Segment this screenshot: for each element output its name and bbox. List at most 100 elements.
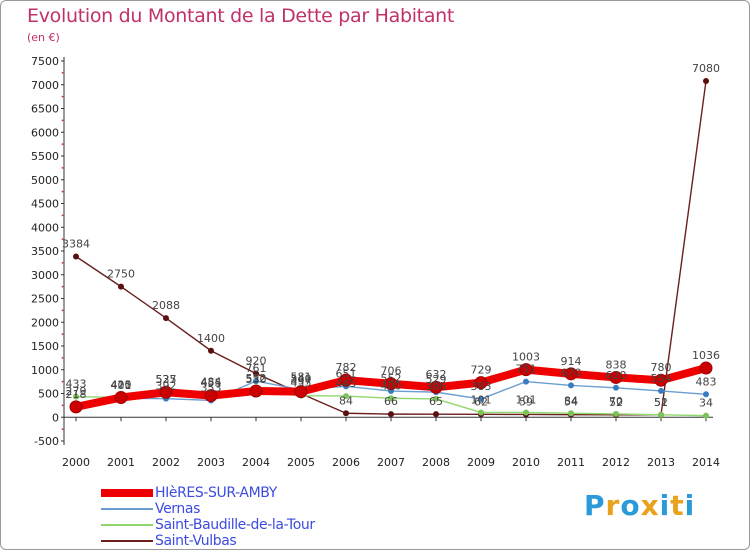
data-point	[388, 411, 394, 418]
data-label: 65	[429, 395, 443, 408]
legend-swatch-saint-baudille	[101, 524, 153, 526]
legend-swatch-saint-vulbas	[101, 540, 153, 542]
x-tick-label: 2000	[62, 456, 90, 469]
legend-swatch-vernas	[101, 508, 153, 510]
data-label: 497	[291, 375, 312, 388]
data-point	[478, 409, 484, 416]
data-point	[118, 283, 124, 290]
chart-unit-label: (en €)	[27, 31, 60, 44]
data-label: 530	[246, 373, 267, 386]
data-label: 101	[471, 393, 492, 406]
data-point	[474, 376, 488, 390]
data-label: 483	[696, 375, 717, 388]
data-label: 353	[201, 381, 222, 394]
data-label: 101	[516, 393, 537, 406]
y-minor-dot	[61, 190, 64, 193]
data-point	[613, 384, 619, 391]
data-point	[703, 77, 709, 84]
data-label: 70	[609, 395, 623, 408]
y-tick-label: 6500	[31, 103, 59, 116]
data-label: 59	[519, 395, 533, 408]
data-point	[703, 391, 709, 398]
data-point	[429, 380, 443, 394]
data-point	[519, 363, 533, 377]
data-point	[343, 393, 349, 400]
data-point	[384, 377, 398, 391]
x-tick-label: 2011	[557, 456, 585, 469]
data-label: 535	[156, 373, 177, 386]
data-label: 2088	[152, 299, 180, 312]
data-point	[433, 411, 439, 418]
data-label: 445	[336, 377, 357, 390]
y-minor-dot	[61, 238, 64, 241]
x-tick-label: 2014	[692, 456, 720, 469]
data-point	[294, 385, 308, 399]
data-point	[208, 347, 214, 354]
data-point	[478, 396, 484, 403]
data-label: 7080	[692, 62, 720, 75]
data-point	[159, 385, 173, 399]
y-tick-label: 500	[38, 388, 59, 401]
data-label: 1400	[197, 332, 225, 345]
data-label: 455	[201, 377, 222, 390]
legend-swatch-hieres	[101, 489, 153, 497]
data-label: 383	[471, 380, 492, 393]
logo-letter: P	[584, 489, 606, 522]
data-label: 620	[606, 369, 627, 382]
y-tick-label: 3500	[31, 245, 59, 258]
data-point	[568, 382, 574, 389]
y-minor-dot	[61, 166, 64, 169]
logo-letter: o	[620, 489, 641, 522]
legend-label-saint-vulbas: Saint-Vulbas	[155, 533, 237, 549]
logo-letter: r	[605, 489, 621, 522]
data-label: 761	[246, 362, 267, 375]
x-tick-label: 2001	[107, 456, 135, 469]
data-label: 920	[246, 355, 267, 368]
data-point	[73, 253, 79, 260]
data-label: 782	[336, 361, 357, 374]
y-minor-dot	[61, 261, 64, 264]
y-tick-label: 1500	[31, 340, 59, 353]
data-point	[204, 389, 218, 403]
logo-letter: i	[659, 489, 671, 522]
chart-axes: -500 0 500 1000 1500 2000 2500 3000 3500 4000 4500…	[31, 55, 720, 469]
data-label: 670	[561, 366, 582, 379]
y-minor-dot	[61, 404, 64, 407]
data-point	[339, 373, 353, 387]
y-tick-label: 5000	[31, 174, 59, 187]
data-point	[613, 410, 619, 417]
data-label: 632	[426, 368, 447, 381]
data-point	[703, 412, 709, 419]
data-point	[609, 370, 623, 384]
legend-label-hieres: HIèRES-SUR-AMBY	[155, 485, 277, 501]
data-label: 838	[606, 358, 627, 371]
x-tick-label: 2006	[332, 456, 360, 469]
proxiti-logo: Proxiti	[584, 489, 695, 522]
x-tick-label: 2012	[602, 456, 630, 469]
legend-label-vernas: Vernas	[155, 501, 200, 517]
data-label: 529	[426, 373, 447, 386]
x-tick-label: 2010	[512, 456, 540, 469]
y-tick-label: 5500	[31, 150, 59, 163]
data-label: 401	[111, 379, 132, 392]
x-tick-label: 2009	[467, 456, 495, 469]
y-minor-dot	[61, 356, 64, 359]
y-minor-dot	[61, 333, 64, 336]
data-point	[523, 409, 529, 416]
data-label: 34	[699, 397, 713, 410]
x-tick-label: 2003	[197, 456, 225, 469]
y-tick-label: -500	[34, 435, 59, 448]
data-label: 84	[339, 394, 353, 407]
data-label: 552	[381, 372, 402, 385]
data-point	[69, 400, 83, 414]
data-label: 218	[66, 388, 87, 401]
y-minor-dot	[61, 95, 64, 98]
data-label: 433	[66, 378, 87, 391]
logo-letter: t	[670, 489, 685, 522]
data-label: 54	[564, 396, 578, 409]
data-label: 527	[156, 373, 177, 386]
data-label: 386	[426, 380, 447, 393]
data-point	[699, 361, 713, 375]
